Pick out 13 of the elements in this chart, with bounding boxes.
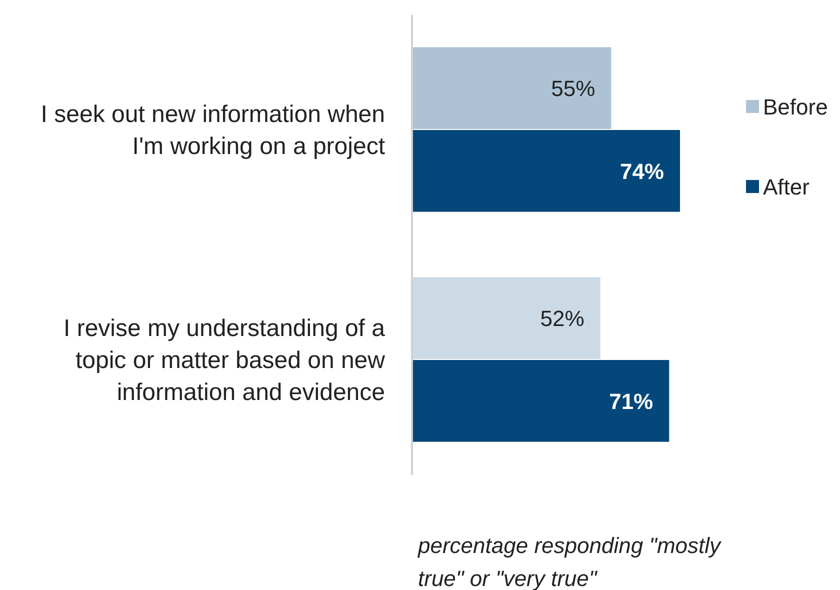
legend-label: Before: [763, 94, 828, 120]
legend-label: After: [763, 174, 810, 200]
data-label: 71%: [609, 388, 654, 414]
y-tick-label: I seek out new information when I'm working on a project: [40, 100, 386, 160]
data-label: 74%: [620, 158, 664, 184]
data-label: 52%: [540, 306, 584, 332]
bar: [412, 47, 612, 129]
y-tick-label: I revise my understanding of a topic or matter based on new information and evidence: [63, 314, 386, 406]
text: percentage responding "mostly true" or "very true": [417, 532, 723, 590]
bar: [412, 277, 600, 359]
bar: [412, 130, 680, 212]
bar: [412, 360, 670, 442]
data-label: 55%: [551, 76, 596, 102]
